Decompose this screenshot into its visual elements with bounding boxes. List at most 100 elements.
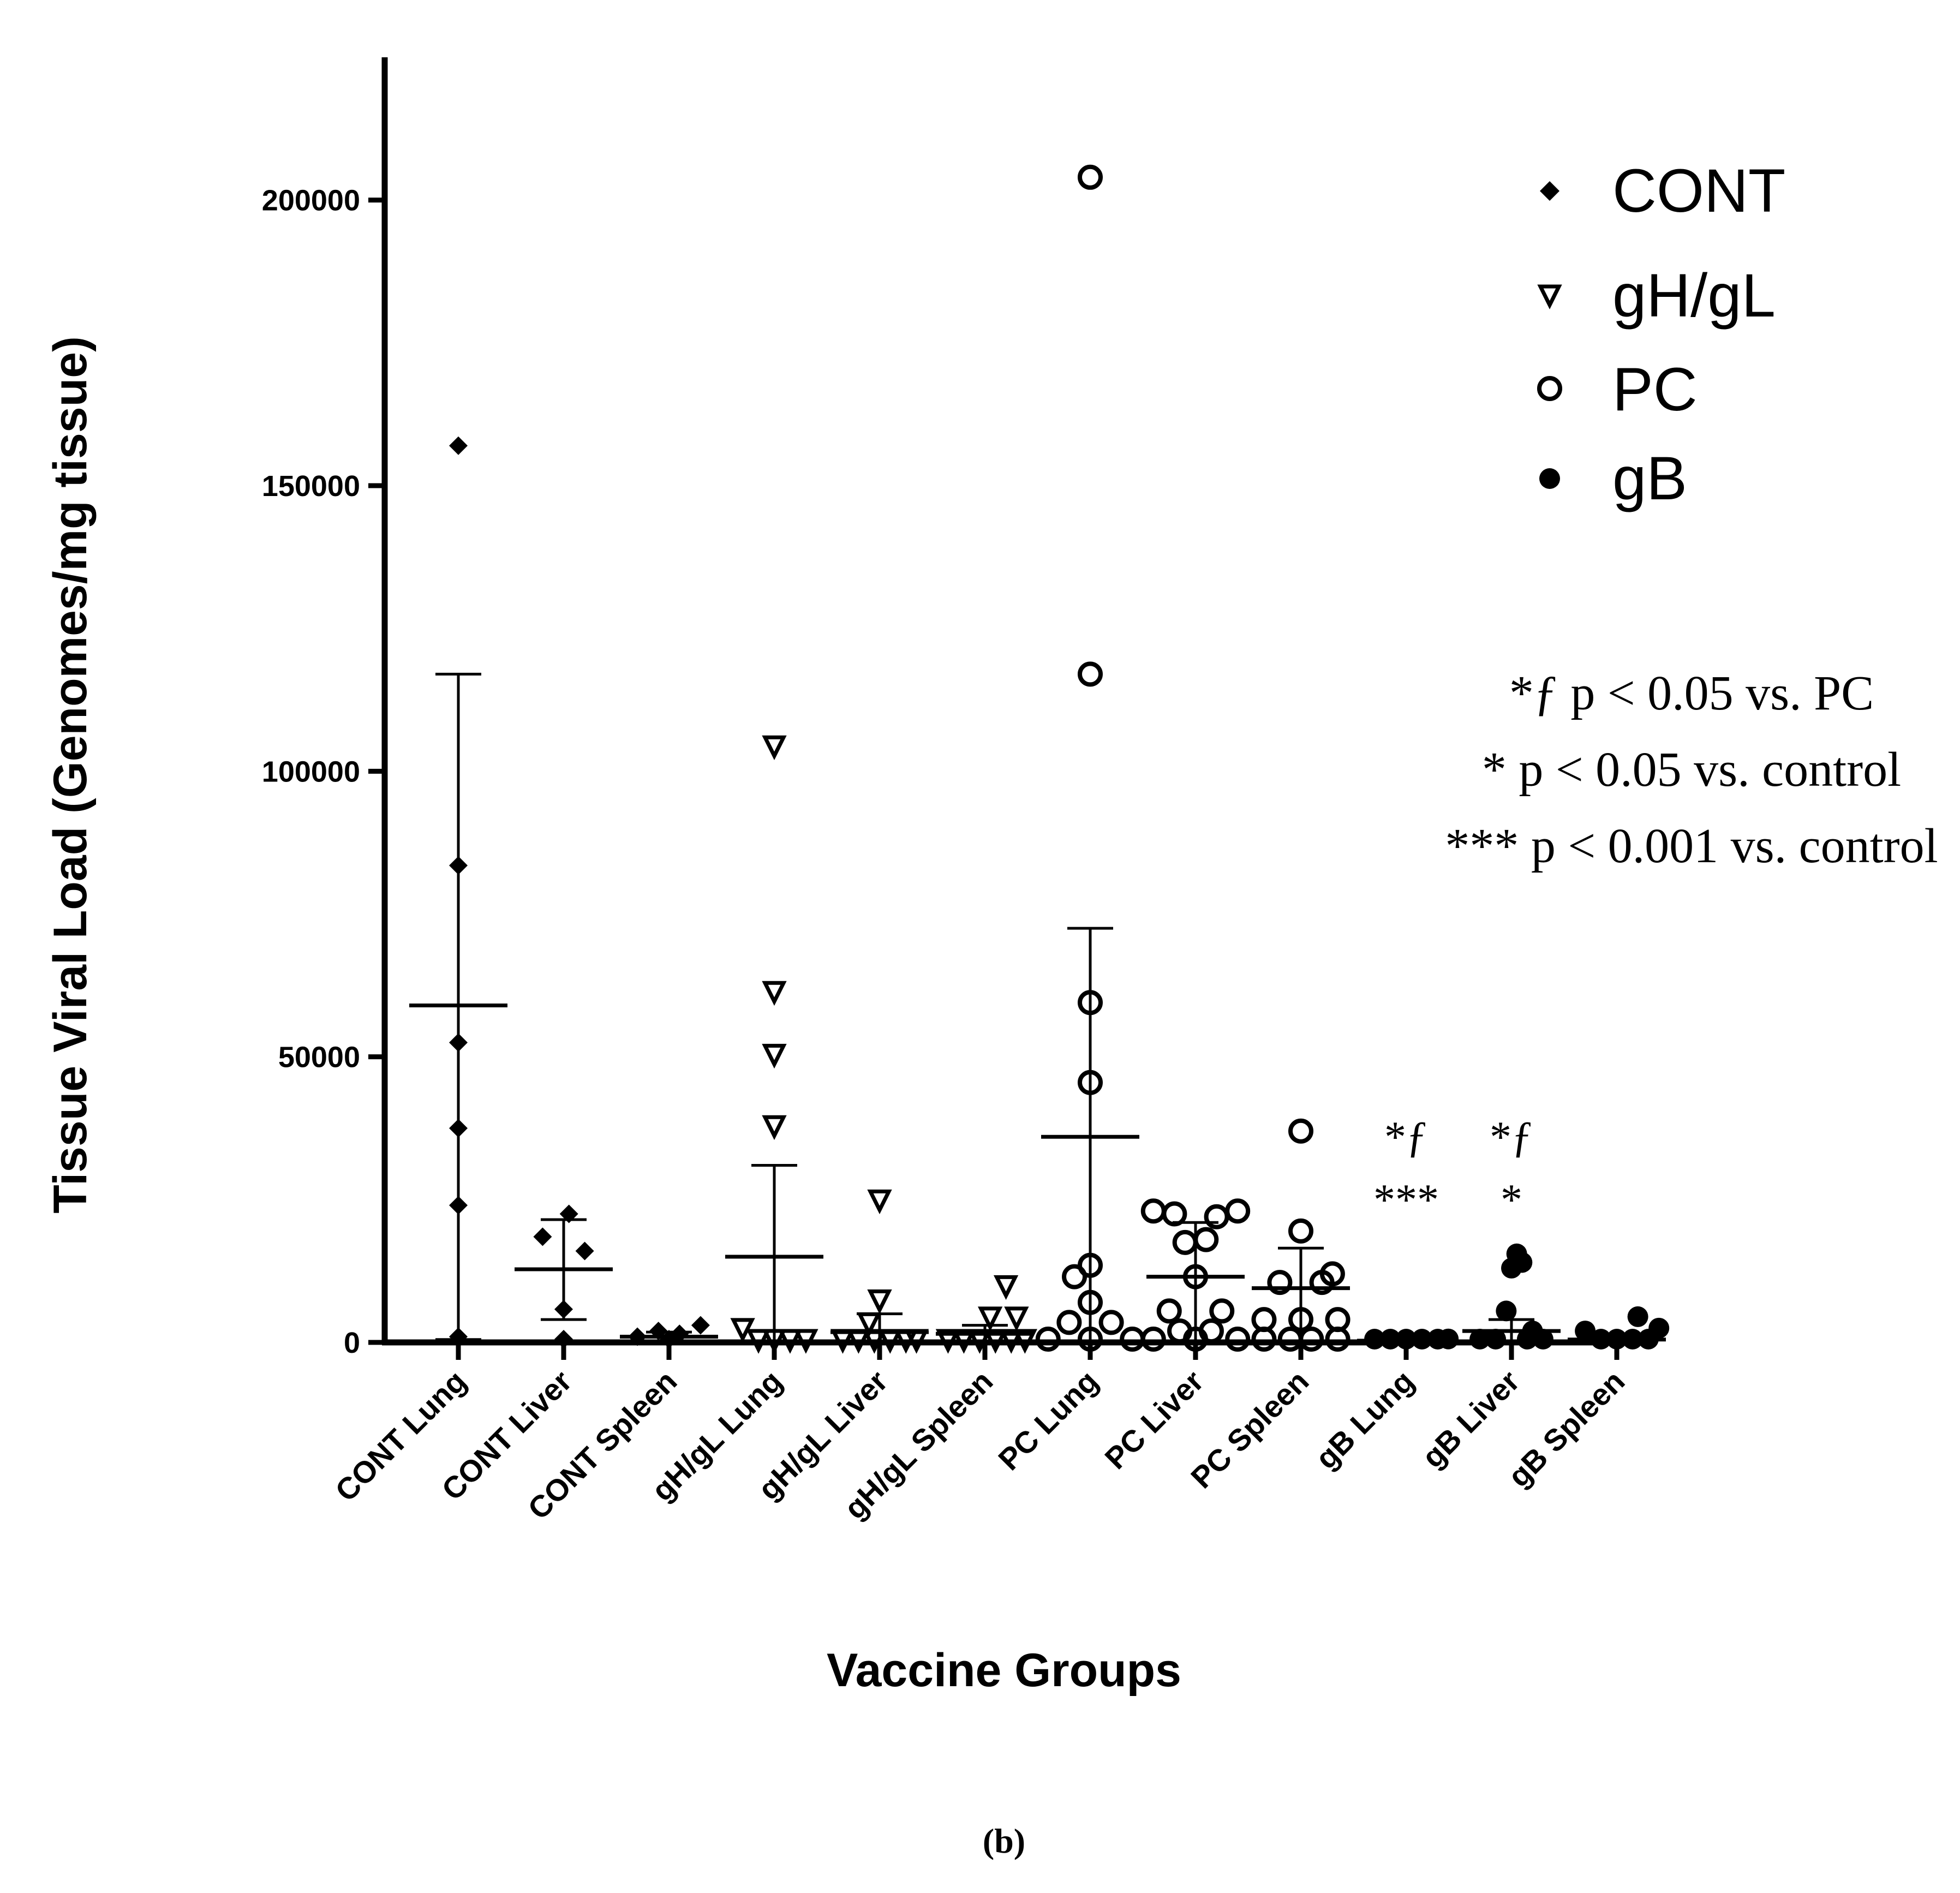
- note-vs-control: * p < 0.05 vs. control: [1482, 743, 1901, 797]
- y-ticks: 0 50000 100000 150000 200000: [262, 184, 385, 1359]
- note-f-vs-pc: *ƒ p < 0.05 vs. PC: [1509, 666, 1874, 720]
- data-point: [1062, 1264, 1087, 1289]
- data-point: [1225, 1327, 1251, 1352]
- y-tick-label: 150000: [262, 470, 360, 503]
- x-axis-title: Vaccine Groups: [827, 1644, 1181, 1697]
- data-point: [862, 1329, 887, 1354]
- legend-marker-cont: [1540, 181, 1559, 201]
- data-point: [1056, 1310, 1082, 1335]
- data-point: [1140, 1198, 1166, 1224]
- data-point: [1438, 1328, 1459, 1349]
- data-point: [1622, 1329, 1643, 1349]
- category-label: PC Liver: [1098, 1364, 1210, 1476]
- data-point: [1078, 1070, 1103, 1095]
- data-point: [762, 1043, 787, 1069]
- data-point: [1004, 1306, 1029, 1331]
- data-point: [977, 1306, 1003, 1331]
- data-point: [877, 1329, 903, 1354]
- data-point: [1575, 1321, 1596, 1342]
- data-point: [983, 1329, 1008, 1354]
- data-point: [449, 1033, 468, 1052]
- data-point: [762, 981, 787, 1006]
- data-point: [1267, 1270, 1293, 1295]
- error-bars: [409, 672, 1666, 1344]
- data-point: [1469, 1329, 1491, 1349]
- data-point: [1638, 1329, 1659, 1349]
- data-point: [1193, 1227, 1219, 1252]
- significance-mark: *ƒ: [1490, 1113, 1533, 1161]
- y-tick-label: 50000: [278, 1041, 360, 1074]
- data-point: [904, 1329, 929, 1354]
- data-point: [1251, 1327, 1277, 1352]
- legend-label-pc: PC: [1612, 355, 1698, 423]
- data-point: [793, 1329, 818, 1354]
- data-points: [449, 164, 1670, 1354]
- y-tick-label: 0: [344, 1327, 360, 1359]
- data-point: [1532, 1329, 1553, 1349]
- data-point: [1309, 1270, 1335, 1295]
- data-point: [935, 1329, 961, 1354]
- data-point: [746, 1329, 771, 1354]
- data-point: [691, 1316, 710, 1335]
- data-point: [554, 1330, 573, 1348]
- data-point: [449, 856, 468, 875]
- y-axis-title: Tissue Viral Load (Genomes/mg tissue): [44, 336, 97, 1213]
- significance-mark: *ƒ: [1384, 1113, 1428, 1161]
- data-point: [1078, 1252, 1103, 1278]
- data-point: [1277, 1327, 1303, 1352]
- legend-label-gh-gl: gH/gL: [1612, 261, 1776, 330]
- data-point: [449, 1119, 468, 1138]
- data-point: [951, 1329, 977, 1354]
- data-point: [1140, 1327, 1166, 1352]
- data-point: [778, 1329, 803, 1354]
- data-point: [1156, 1298, 1182, 1324]
- data-point: [533, 1227, 552, 1246]
- note-vs-control-001: *** p < 0.001 vs. control: [1445, 819, 1938, 873]
- y-tick-label: 100000: [262, 755, 360, 788]
- data-point: [1396, 1329, 1417, 1349]
- data-point: [1485, 1329, 1507, 1349]
- data-point: [1120, 1327, 1145, 1352]
- legend: CONT gH/gL PC gB: [1537, 157, 1785, 512]
- data-point: [1078, 1289, 1103, 1315]
- data-point: [1501, 1257, 1522, 1279]
- figure-caption: (b): [983, 1822, 1025, 1860]
- data-point: [846, 1329, 871, 1354]
- data-point: [762, 735, 787, 761]
- significance-mark: ***: [1373, 1176, 1439, 1224]
- data-point: [1183, 1264, 1208, 1289]
- data-point: [1288, 1118, 1313, 1144]
- data-point: [967, 1329, 993, 1354]
- data-point: [1035, 1327, 1061, 1352]
- data-point: [554, 1300, 573, 1319]
- data-point: [993, 1275, 1019, 1300]
- data-point: [449, 436, 468, 455]
- data-point: [628, 1327, 647, 1346]
- data-point: [1288, 1218, 1313, 1244]
- significance-notes: *ƒ p < 0.05 vs. PC * p < 0.05 vs. contro…: [1445, 666, 1938, 873]
- data-point: [762, 1115, 787, 1140]
- data-point: [1012, 1329, 1038, 1354]
- legend-marker-gb: [1539, 468, 1560, 489]
- data-point: [1225, 1198, 1251, 1224]
- data-point: [1516, 1329, 1538, 1349]
- data-point: [1078, 990, 1103, 1016]
- data-point: [762, 1329, 787, 1354]
- legend-marker-gh-gl: [1537, 284, 1562, 309]
- data-point: [1411, 1329, 1432, 1349]
- category-label: PC Lung: [991, 1364, 1104, 1477]
- data-point: [1078, 661, 1103, 687]
- data-point: [999, 1329, 1024, 1354]
- data-point: [1380, 1329, 1401, 1349]
- data-point: [1162, 1201, 1187, 1227]
- data-point: [830, 1329, 856, 1354]
- data-point: [867, 1289, 892, 1315]
- data-point: [1299, 1327, 1324, 1352]
- legend-label-cont: CONT: [1612, 157, 1785, 225]
- legend-marker-pc: [1537, 376, 1562, 401]
- data-point: [1078, 164, 1103, 190]
- data-point: [449, 1196, 468, 1215]
- data-point: [1288, 1307, 1313, 1333]
